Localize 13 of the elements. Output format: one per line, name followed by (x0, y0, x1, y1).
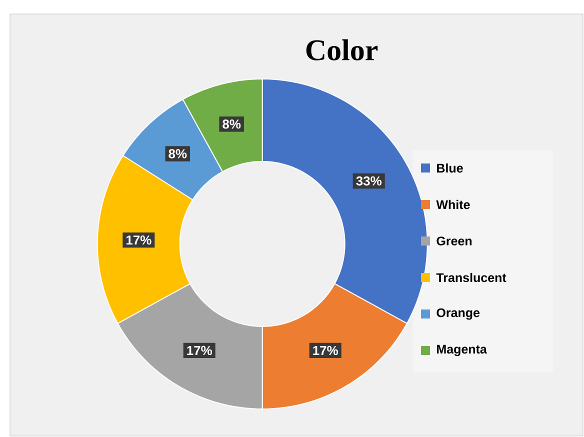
data-label: 8% (168, 149, 187, 158)
legend-label: Blue (437, 163, 463, 173)
legend-label: Green (436, 236, 472, 246)
data-label: 17% (126, 235, 152, 245)
data-label: 33% (356, 176, 382, 186)
legend-label: Orange (436, 308, 480, 320)
legend-label: Magenta (437, 344, 487, 356)
data-label: 17% (313, 346, 338, 356)
legend-label: Translucent (436, 272, 506, 282)
data-label: 17% (187, 346, 212, 356)
legend-label: White (436, 200, 470, 210)
data-label: 8% (222, 119, 241, 129)
chart-title: Color (306, 39, 378, 60)
